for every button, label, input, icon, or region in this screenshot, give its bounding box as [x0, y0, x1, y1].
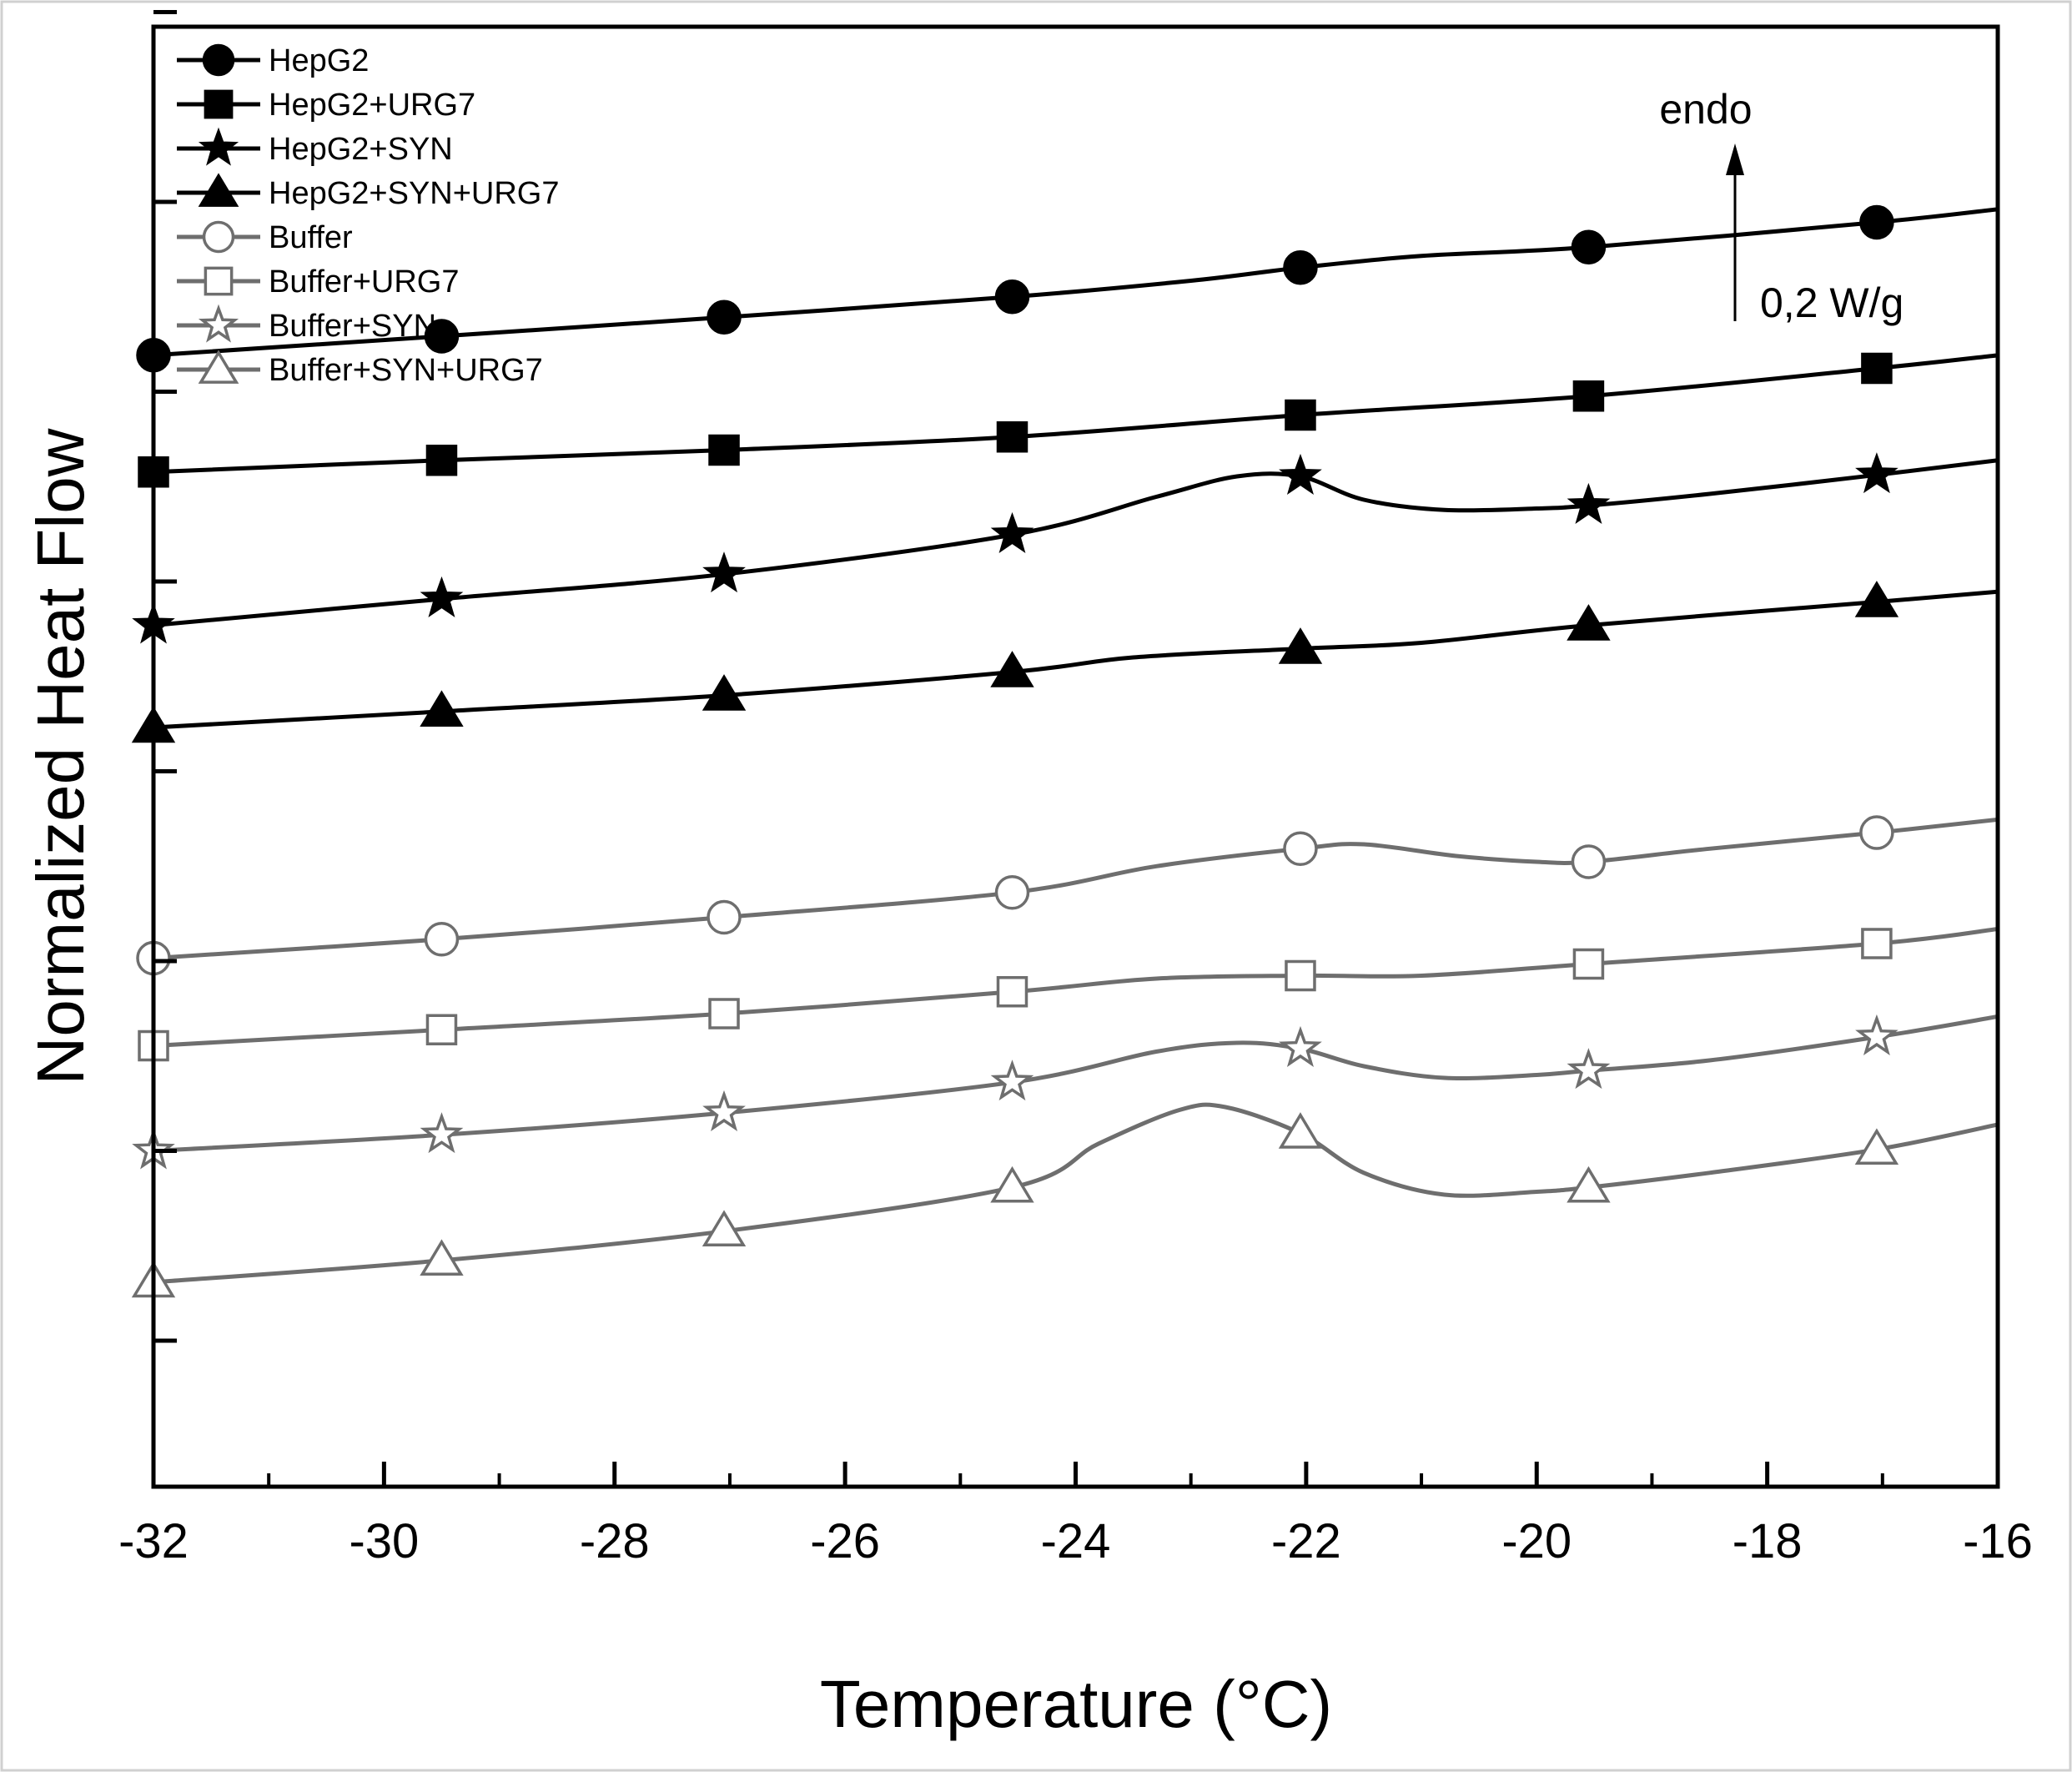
legend-marker-hepg2: [202, 43, 235, 77]
data-point-hepg2-syn-urg7: [1567, 604, 1611, 641]
legend-marker-hepg2-urg7: [204, 89, 234, 119]
data-point-hepg2-syn: [990, 511, 1034, 553]
data-point-buffer-syn: [1567, 1048, 1611, 1090]
data-point-hepg2-urg7: [1285, 399, 1316, 431]
data-point-hepg2: [994, 279, 1030, 315]
data-point-buffer-urg7: [1572, 948, 1605, 980]
data-point-hepg2: [707, 300, 742, 335]
x-tick-label: -22: [1271, 1514, 1341, 1568]
data-point-buffer: [1571, 844, 1607, 879]
series-line-hepg2-urg7: [153, 353, 1998, 475]
data-point-buffer: [424, 922, 460, 957]
data-point-hepg2-syn: [1279, 453, 1322, 496]
legend-marker-buffer-syn-urg7: [198, 350, 239, 384]
legend: HepG2 HepG2+URG7 HepG2+SYN HepG2+SYN+URG7 Bu…: [177, 43, 560, 388]
legend-label-buffer: Buffer: [269, 220, 353, 255]
data-point-buffer-urg7: [708, 998, 740, 1029]
scale-label: 0,2 W/g: [1760, 279, 1904, 326]
data-point-hepg2-syn-urg7: [1278, 627, 1323, 664]
data-point-buffer-syn: [420, 1112, 464, 1154]
data-point-hepg2-syn: [1567, 482, 1611, 525]
data-point-hepg2-syn-urg7: [702, 674, 747, 711]
data-point-buffer-urg7: [1285, 959, 1316, 992]
data-point-hepg2: [1859, 204, 1894, 240]
data-point-hepg2: [1283, 250, 1318, 285]
x-axis: -32 -30 -28 -26 -24 -22 -20 -18 -16: [118, 1462, 2033, 1568]
data-point-hepg2: [424, 319, 460, 354]
x-axis-title: Temperature (°C): [820, 1667, 1332, 1741]
legend-label-hepg2: HepG2: [269, 43, 369, 78]
x-tick-label: -20: [1501, 1514, 1572, 1568]
data-point-buffer-syn-urg7: [1567, 1165, 1611, 1203]
data-point-hepg2-syn: [702, 551, 746, 593]
x-tick-label: -24: [1041, 1514, 1111, 1568]
legend-label-buffer-urg7: Buffer+URG7: [269, 264, 459, 300]
legend-label-buffer-syn-urg7: Buffer+SYN+URG7: [269, 353, 543, 388]
data-point-buffer-syn: [990, 1060, 1034, 1101]
y-axis: [153, 10, 177, 1343]
x-tick-label: -30: [349, 1514, 419, 1568]
series-line-buffer-syn-urg7: [153, 1102, 1998, 1285]
data-point-hepg2-syn: [1855, 452, 1898, 494]
endo-annotation: endo 0,2 W/g: [1659, 86, 1904, 326]
data-point-hepg2-urg7: [425, 445, 458, 476]
data-point-buffer-syn-urg7: [1278, 1112, 1323, 1149]
legend-label-hepg2-syn: HepG2+SYN: [269, 132, 453, 167]
data-point-buffer-syn: [1279, 1025, 1322, 1068]
series-line-buffer-syn: [153, 1014, 1998, 1153]
data-point-buffer-syn-urg7: [990, 1165, 1034, 1203]
data-point-hepg2-urg7: [1861, 352, 1893, 385]
data-point-buffer: [994, 875, 1030, 910]
legend-marker-hepg2-syn-urg7: [198, 173, 239, 207]
data-point-hepg2-urg7: [708, 434, 740, 466]
series-line-buffer-urg7: [153, 927, 1998, 1048]
legend-marker-hepg2-syn: [198, 127, 239, 166]
data-point-buffer: [707, 899, 742, 935]
legend-label-buffer-syn: Buffer+SYN: [269, 309, 436, 344]
series-line-hepg2-syn-urg7: [153, 589, 1998, 730]
x-tick-label: -32: [118, 1514, 189, 1568]
legend-marker-buffer: [202, 220, 235, 254]
x-tick-label: -28: [580, 1514, 650, 1568]
x-tick-label: -18: [1733, 1514, 1803, 1568]
data-point-buffer-urg7: [1861, 928, 1893, 959]
data-point-hepg2-syn-urg7: [990, 651, 1034, 687]
data-point-buffer: [1859, 815, 1894, 850]
data-point-buffer-urg7: [425, 1014, 458, 1045]
series-line-hepg2-syn: [153, 458, 1998, 627]
endo-arrow-head: [1726, 143, 1744, 175]
y-axis-title: Normalized Heat Flow: [23, 428, 98, 1085]
series-line-hepg2: [153, 207, 1998, 358]
data-point-buffer-syn: [1855, 1014, 1898, 1055]
data-point-hepg2-syn-urg7: [1854, 581, 1899, 617]
x-tick-label: -16: [1963, 1514, 2033, 1568]
data-point-hepg2-syn: [420, 576, 464, 618]
endo-label: endo: [1659, 86, 1752, 133]
data-point-buffer-syn: [702, 1090, 746, 1132]
legend-marker-buffer-urg7: [204, 266, 234, 296]
legend-label-hepg2-syn-urg7: HepG2+SYN+URG7: [269, 176, 560, 211]
x-tick-label: -26: [810, 1514, 880, 1568]
data-point-hepg2-urg7: [996, 421, 1028, 453]
data-point-buffer-syn-urg7: [702, 1210, 747, 1246]
data-point-buffer-syn-urg7: [420, 1239, 464, 1276]
legend-label-hepg2-urg7: HepG2+URG7: [269, 88, 475, 123]
legend-marker-buffer-syn: [198, 304, 239, 343]
data-point-hepg2-urg7: [1572, 380, 1605, 412]
data-point-buffer-syn-urg7: [1854, 1128, 1899, 1165]
data-point-buffer: [1283, 831, 1318, 866]
data-point-hepg2: [1571, 229, 1607, 264]
data-point-buffer-urg7: [996, 976, 1028, 1008]
data-point-hepg2-syn-urg7: [420, 690, 464, 727]
